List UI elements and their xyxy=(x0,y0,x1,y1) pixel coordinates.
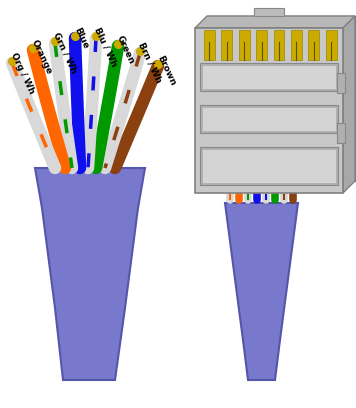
Bar xyxy=(274,30,284,60)
Bar xyxy=(256,30,267,60)
Text: Org / Wh: Org / Wh xyxy=(9,51,36,95)
Text: Blu / Wh: Blu / Wh xyxy=(93,26,119,69)
Polygon shape xyxy=(35,168,145,380)
Polygon shape xyxy=(343,16,355,193)
Polygon shape xyxy=(195,28,343,193)
Bar xyxy=(202,65,336,89)
Text: Orange: Orange xyxy=(30,38,54,76)
Bar xyxy=(204,30,215,60)
Bar xyxy=(202,149,336,183)
Polygon shape xyxy=(195,16,355,28)
Bar xyxy=(200,105,338,133)
Bar xyxy=(200,147,338,185)
Bar xyxy=(239,30,250,60)
Text: Brn / Wh: Brn / Wh xyxy=(137,41,164,84)
Bar xyxy=(337,123,345,143)
Text: Brown: Brown xyxy=(155,54,177,87)
Bar xyxy=(221,30,232,60)
Bar xyxy=(337,73,345,93)
Text: Grn / Wh: Grn / Wh xyxy=(52,31,79,75)
Bar xyxy=(200,63,338,91)
Text: Green: Green xyxy=(115,34,136,66)
Polygon shape xyxy=(207,16,355,181)
Bar xyxy=(254,8,284,16)
Bar xyxy=(291,30,302,60)
Bar xyxy=(202,107,336,131)
Polygon shape xyxy=(225,203,298,380)
Bar xyxy=(326,30,337,60)
Bar xyxy=(308,30,319,60)
Text: Blue: Blue xyxy=(72,26,90,51)
